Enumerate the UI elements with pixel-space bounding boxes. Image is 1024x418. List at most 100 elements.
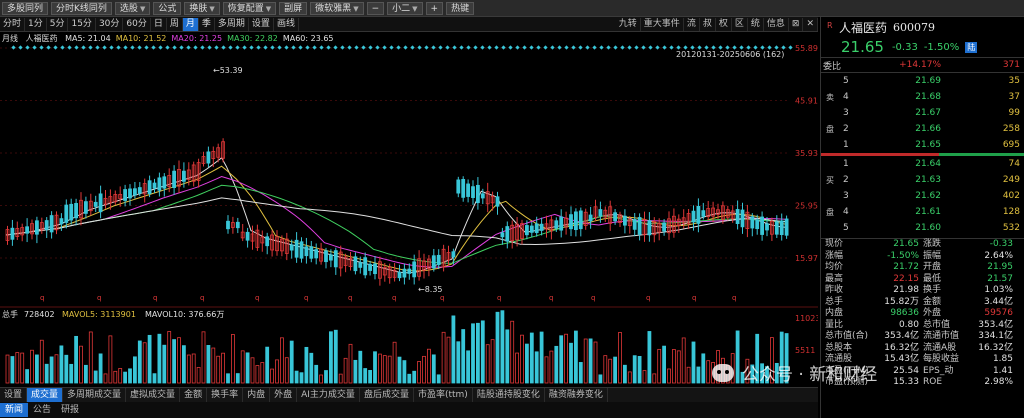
buy-order-row[interactable]: 5 21.60 532 <box>821 220 1024 236</box>
sell-order-row[interactable]: 卖 4 21.68 37 <box>821 89 1024 105</box>
indicator-tab[interactable]: 外盘 <box>270 388 298 402</box>
toolbar-button[interactable]: 分时K线同列 <box>51 1 112 15</box>
buy-order-row[interactable]: 1 21.64 74 <box>821 156 1024 172</box>
volume-bar <box>525 343 529 384</box>
chart-tool-button[interactable]: 叔 <box>700 17 716 31</box>
info-tab[interactable]: 公告 <box>33 405 52 415</box>
period-tab[interactable]: 分时 <box>0 17 26 31</box>
chart-tool-button[interactable]: ⊠ <box>789 17 804 31</box>
chart-tool-button[interactable]: ✕ <box>803 17 818 31</box>
indicator-tab[interactable]: 内盘 <box>243 388 271 402</box>
order-volume: 37 <box>1008 92 1020 102</box>
toolbar-button[interactable]: 热键 <box>446 1 475 15</box>
kline-chart[interactable]: 55.89 45.91 35.93 25.95 15.97 q q q q q q q q q q q q q q q… <box>0 45 818 385</box>
candle-body <box>137 187 142 194</box>
candle-body <box>10 227 15 240</box>
toolbar-button[interactable]: 微软雅黑 ▼ <box>310 1 364 15</box>
chart-tool-button[interactable]: 流 <box>684 17 700 31</box>
info-tab[interactable]: 新闻 <box>0 403 29 417</box>
buy-order-row[interactable]: 盘 4 21.61 128 <box>821 204 1024 220</box>
toolbar-button-label: 副屏 <box>284 3 303 14</box>
volume-bar <box>471 323 475 384</box>
chart-tool-button[interactable]: 信息 <box>764 17 789 31</box>
period-tab[interactable]: 30分 <box>96 17 124 31</box>
period-tab[interactable]: 季 <box>199 17 215 31</box>
candle-body <box>373 263 377 275</box>
chart-tool-button[interactable]: 区 <box>732 17 748 31</box>
period-tab[interactable]: 多周期 <box>215 17 249 31</box>
toolbar-button[interactable]: 选股 ▼ <box>114 1 151 15</box>
indicator-tab[interactable]: 多周期成交量 <box>63 388 127 402</box>
chart-tool-button[interactable]: 权 <box>716 17 732 31</box>
candle-body <box>667 218 671 234</box>
indicator-tab[interactable]: AI主力成交量 <box>297 388 360 402</box>
buy-side-label: 买 <box>826 175 834 185</box>
toolbar-button[interactable]: 小二 ▼ <box>387 1 423 15</box>
chart-tool-button[interactable]: 统 <box>748 17 764 31</box>
volume-bar <box>196 367 201 384</box>
toolbar-button[interactable]: 恢复配置 ▼ <box>222 1 277 15</box>
sell-order-row[interactable]: 盘 2 21.66 258 <box>821 121 1024 137</box>
indicator-tab[interactable]: 陆股通持股变化 <box>473 388 545 402</box>
volume-bar <box>49 356 54 384</box>
candle-body <box>686 213 691 224</box>
chart-tool-button[interactable]: 重大事件 <box>641 17 684 31</box>
toolbar-button[interactable]: 公式 <box>153 1 182 15</box>
volume-bar <box>588 338 593 384</box>
info-tab[interactable]: 研报 <box>61 405 80 415</box>
candle-body <box>314 249 319 259</box>
sell-order-row[interactable]: 5 21.69 35 <box>821 73 1024 89</box>
volume-bar <box>784 333 789 384</box>
indicator-tab[interactable]: 盘后成交量 <box>360 388 414 402</box>
volume-bar <box>569 342 573 384</box>
toolbar-button[interactable]: − <box>366 1 385 15</box>
period-tab[interactable]: 60分 <box>123 17 151 31</box>
candle-body <box>255 229 260 248</box>
candle-body <box>422 260 426 271</box>
sell-order-row[interactable]: 3 21.67 99 <box>821 105 1024 121</box>
order-volume: 128 <box>1002 207 1020 217</box>
toolbar-button[interactable]: 副屏 <box>279 1 308 15</box>
buy-order-row[interactable]: 3 21.62 402 <box>821 188 1024 204</box>
toolbar-button[interactable]: 多股同列 <box>2 1 49 15</box>
candle-body <box>701 210 706 217</box>
toolbar-button-label: + <box>430 3 439 14</box>
volume-bar <box>20 352 25 384</box>
chart-tool-button[interactable]: 九转 <box>616 17 641 31</box>
period-tab[interactable]: 画线 <box>274 17 299 31</box>
candle-body <box>711 207 715 217</box>
period-tab[interactable]: 月 <box>182 17 199 31</box>
candle-body <box>745 211 750 229</box>
period-tab[interactable]: 5分 <box>47 17 69 31</box>
volume-bar <box>304 346 309 384</box>
stat-key: 量比 <box>825 319 844 330</box>
ma-value: MA5: 21.04 <box>65 34 111 43</box>
stat-row: 市盈(TTM) 25.54 EPS_动 1.41 <box>821 366 1024 378</box>
candle-body <box>147 180 152 195</box>
indicator-tab[interactable]: 成交量 <box>27 388 64 402</box>
toolbar-button[interactable]: 换肤 ▼ <box>184 1 220 15</box>
toolbar-button[interactable]: + <box>425 1 444 15</box>
period-tab[interactable]: 15分 <box>68 17 96 31</box>
indicator-tab[interactable]: 换手率 <box>207 388 244 402</box>
volume-bar <box>265 346 270 384</box>
indicator-tab[interactable]: 金额 <box>180 388 208 402</box>
period-tab[interactable]: 设置 <box>249 17 274 31</box>
sell-order-row[interactable]: 1 21.65 695 <box>821 137 1024 153</box>
indicator-tab[interactable]: 虚拟成交量 <box>126 388 181 402</box>
candle-body <box>637 217 642 235</box>
candle-body <box>417 258 422 277</box>
signal-marker <box>613 45 618 50</box>
indicator-tab[interactable]: 设置 <box>0 388 28 402</box>
candle-body <box>441 248 446 268</box>
period-tab[interactable]: 日 <box>151 17 167 31</box>
period-tab[interactable]: 1分 <box>25 17 47 31</box>
stat-row: 总股本 16.32亿 流通A股 16.32亿 <box>821 343 1024 355</box>
date-range-label[interactable]: 20120131-20250606 (162) <box>676 50 785 59</box>
candle-body <box>681 217 686 224</box>
buy-order-row[interactable]: 买 2 21.63 249 <box>821 172 1024 188</box>
indicator-tab[interactable]: 融资融券变化 <box>545 388 608 402</box>
indicator-tab[interactable]: 市盈率(ttm) <box>414 388 473 402</box>
period-tab[interactable]: 周 <box>167 17 183 31</box>
volume-bar <box>578 362 583 384</box>
